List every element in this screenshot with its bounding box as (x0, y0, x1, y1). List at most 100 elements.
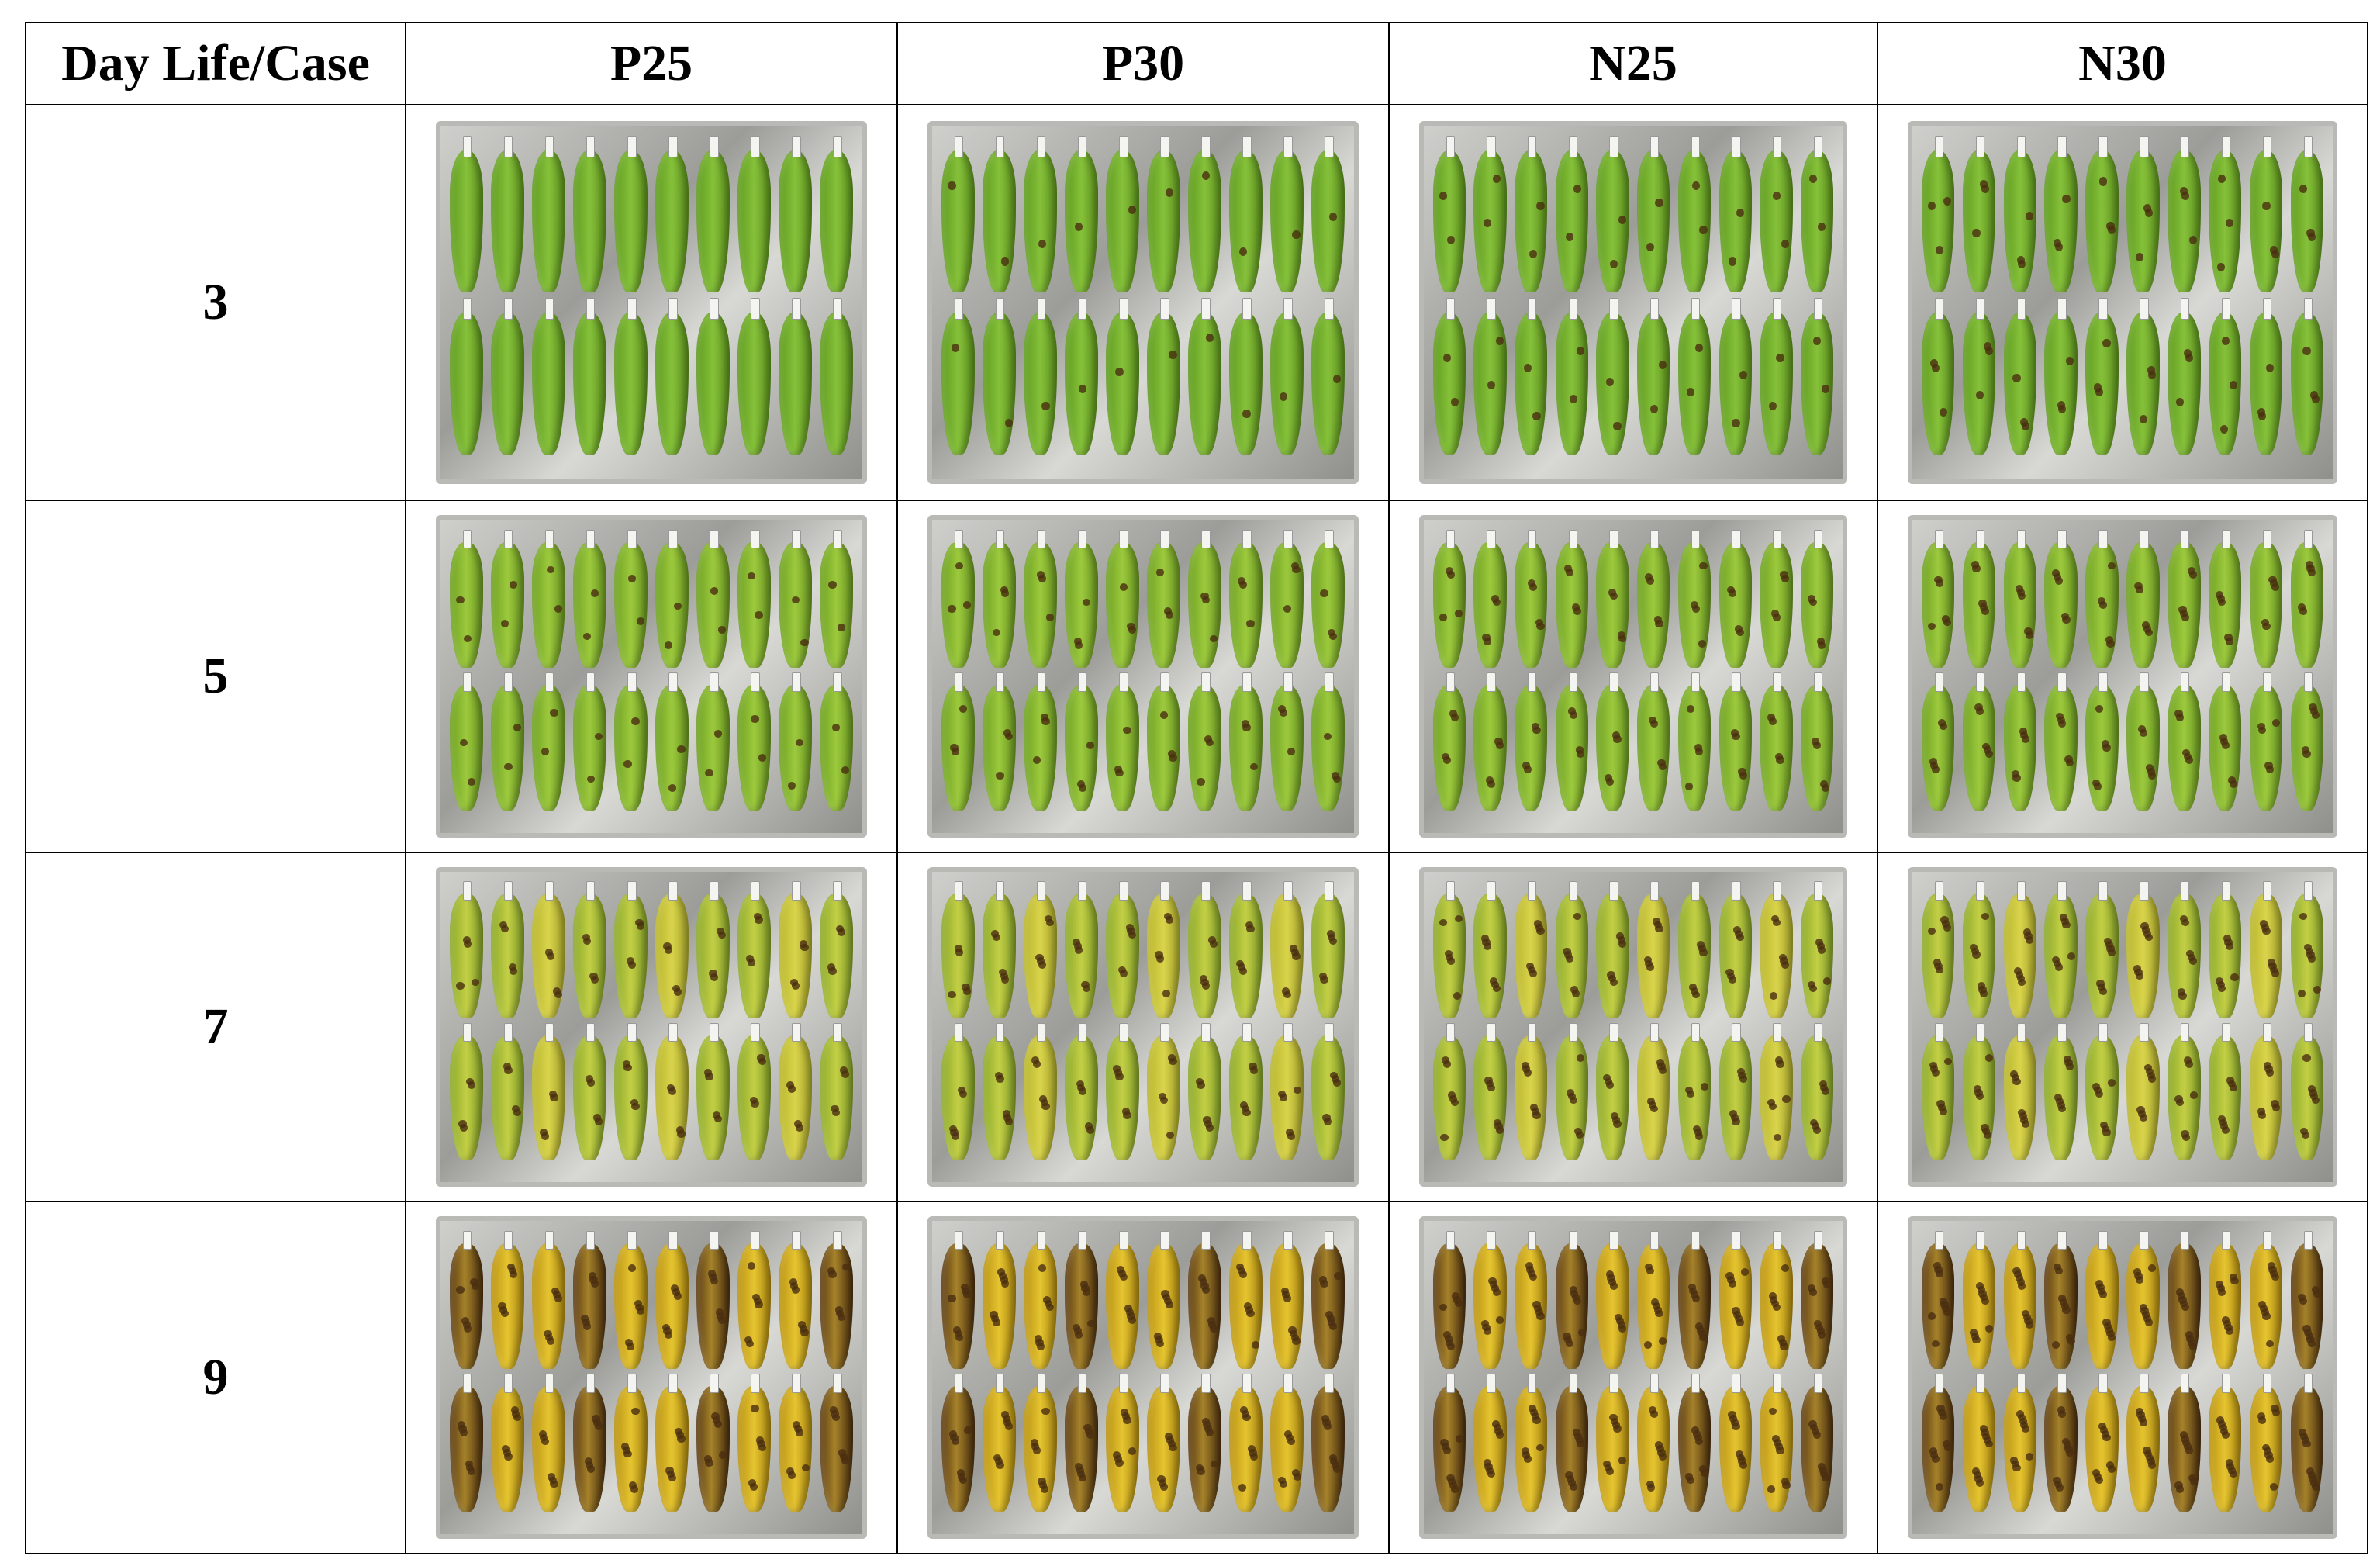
banana-spot (2229, 1084, 2237, 1092)
banana-spot (1617, 936, 1625, 944)
banana-spot (2258, 726, 2267, 735)
banana-spot (2063, 1055, 2071, 1063)
banana-spot (1773, 1133, 1782, 1142)
banana-row (1921, 672, 2324, 814)
banana-spot (1075, 641, 1083, 649)
banana (2085, 881, 2119, 1019)
banana-spot (1776, 1446, 1784, 1454)
banana-spot (2106, 640, 2115, 648)
banana (820, 1373, 853, 1512)
banana-spot (1250, 1066, 1259, 1074)
banana-spot (2186, 1335, 2195, 1343)
banana-spot (955, 1333, 964, 1342)
banana-spot (2066, 1333, 2074, 1342)
banana (1065, 529, 1098, 668)
banana-spot (1318, 1275, 1327, 1284)
banana-spot (1973, 1085, 1981, 1093)
banana-row (449, 1230, 853, 1371)
banana-spot (622, 1060, 630, 1068)
banana (737, 672, 771, 811)
banana-spot (1943, 197, 1952, 206)
banana-spot (798, 1321, 807, 1329)
banana (1800, 881, 1834, 1019)
banana (614, 881, 648, 1019)
banana-spot (1522, 761, 1531, 769)
banana-spot (1532, 412, 1541, 421)
banana-spot (2258, 1416, 2267, 1424)
banana-spot (2271, 1100, 2279, 1108)
banana-spot (1155, 951, 1163, 959)
banana (2168, 298, 2201, 455)
banana (1719, 1230, 1752, 1369)
banana-spot (1770, 992, 1778, 1000)
banana-spot (1531, 722, 1539, 731)
banana-spot (1246, 925, 1255, 933)
banana-spot (2215, 977, 2224, 985)
banana (1432, 672, 1466, 811)
banana (2249, 529, 2283, 668)
banana-spot (2188, 957, 2197, 965)
banana-spot (2108, 226, 2116, 235)
banana-spot (504, 1452, 513, 1461)
banana-spot (998, 968, 1007, 977)
banana-spot (1522, 1451, 1531, 1460)
banana-spot (2301, 746, 2309, 755)
banana (779, 881, 812, 1019)
banana-spot (795, 738, 803, 747)
banana-spot (668, 1474, 676, 1482)
banana-spot (2266, 1069, 2275, 1077)
banana-spot (1293, 1472, 1301, 1481)
banana-spot (1777, 1335, 1786, 1343)
banana-spot (1939, 1297, 1947, 1305)
banana-spot (1982, 1127, 1991, 1136)
banana-spot (582, 933, 590, 942)
banana-spot (705, 1073, 713, 1080)
banana-spot (1573, 1127, 1583, 1136)
banana-spot (1536, 1443, 1545, 1452)
banana (1473, 136, 1507, 293)
tray-image (927, 121, 1359, 484)
banana-spot (1128, 626, 1137, 634)
banana-spot (1736, 1067, 1745, 1076)
banana-spot (786, 1467, 795, 1476)
banana-spot (834, 1305, 843, 1314)
banana-spot (1002, 1415, 1010, 1423)
banana (1188, 529, 1221, 668)
banana-spot (2014, 967, 2022, 975)
banana-spot (2139, 1419, 2147, 1426)
banana-row (449, 298, 853, 458)
banana-spot (2188, 235, 2197, 244)
banana-spot (1197, 1467, 1205, 1476)
banana-spot (1334, 1272, 1342, 1280)
banana-spot (1523, 1455, 1532, 1463)
banana-spot (2187, 567, 2196, 575)
banana (2085, 1373, 2119, 1512)
banana (2168, 1373, 2201, 1512)
banana-spot (1780, 957, 1788, 965)
banana-spot (1733, 926, 1742, 934)
banana (1432, 529, 1466, 668)
banana (1962, 529, 1996, 668)
banana (1024, 1230, 1057, 1369)
day-label: 7 (25, 852, 406, 1202)
banana-spot (744, 1336, 753, 1344)
banana-spot (503, 1449, 511, 1457)
banana-spot (1000, 1275, 1008, 1284)
banana-spot (2305, 561, 2313, 569)
banana-spot (1035, 953, 1044, 962)
banana-spot (2022, 928, 2031, 937)
banana-spot (1728, 976, 1736, 984)
banana-spot (1776, 756, 1784, 765)
banana-spot (2010, 1456, 2019, 1464)
banana-spot (1535, 924, 1543, 932)
banana-spot (2271, 1405, 2279, 1413)
banana-spot (2136, 1106, 2145, 1115)
banana-spot (2174, 1095, 2183, 1103)
banana (2126, 1373, 2160, 1512)
banana-spot (1653, 1305, 1662, 1314)
banana-spot (1984, 346, 1993, 355)
banana (982, 529, 1016, 668)
banana-spot (2299, 1429, 2307, 1436)
banana (655, 1022, 689, 1160)
banana-spot (2268, 1265, 2277, 1274)
